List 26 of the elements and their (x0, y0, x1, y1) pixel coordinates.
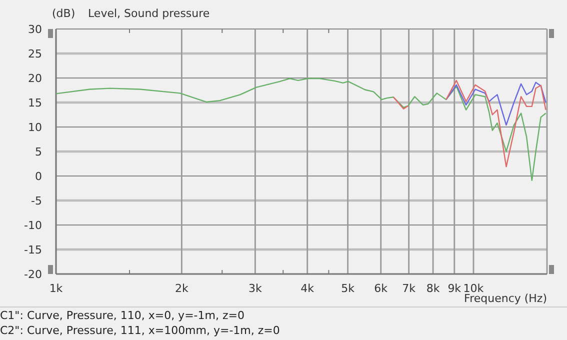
x-tick-label: 2k (174, 282, 189, 295)
x-tick-label: 5k (341, 282, 356, 295)
y-tick-label: 25 (28, 48, 42, 60)
y-tick-label: -20 (24, 268, 42, 281)
x-tick-label: 6k (374, 282, 388, 295)
y-tick-label: 0 (35, 170, 42, 183)
y-tick-label: 20 (28, 72, 42, 85)
y-tick-label: -10 (24, 219, 42, 232)
y-tick-label: 5 (35, 146, 42, 158)
text: C1": Curve, Pressure, 110, x=0, y=-1m, z=0 (0, 309, 244, 322)
x-tick-label: 8k (426, 282, 440, 295)
y-tick-label: 30 (28, 23, 42, 36)
x-axis-title: Frequency (Hz) (464, 292, 547, 305)
y-tick-label: -15 (24, 244, 42, 256)
x-tick-label: 10k (463, 282, 484, 295)
y-tick-label: 10 (28, 121, 42, 134)
y-axis-title: (dB) (52, 7, 76, 20)
text: C2": Curve, Pressure, 111, x=100mm, y=-1m, z=0 (0, 324, 280, 337)
x-tick-label: 1k (49, 282, 64, 295)
y-tick-label: 15 (28, 96, 42, 110)
y-tick-label: -5 (31, 194, 42, 208)
x-tick-label: 3k (248, 282, 262, 295)
x-tick-label: 9k (448, 282, 462, 295)
chart-title: Level, Sound pressure (88, 7, 210, 20)
x-tick-label: 7k (402, 282, 416, 295)
x-tick-label: 4k (300, 282, 315, 295)
